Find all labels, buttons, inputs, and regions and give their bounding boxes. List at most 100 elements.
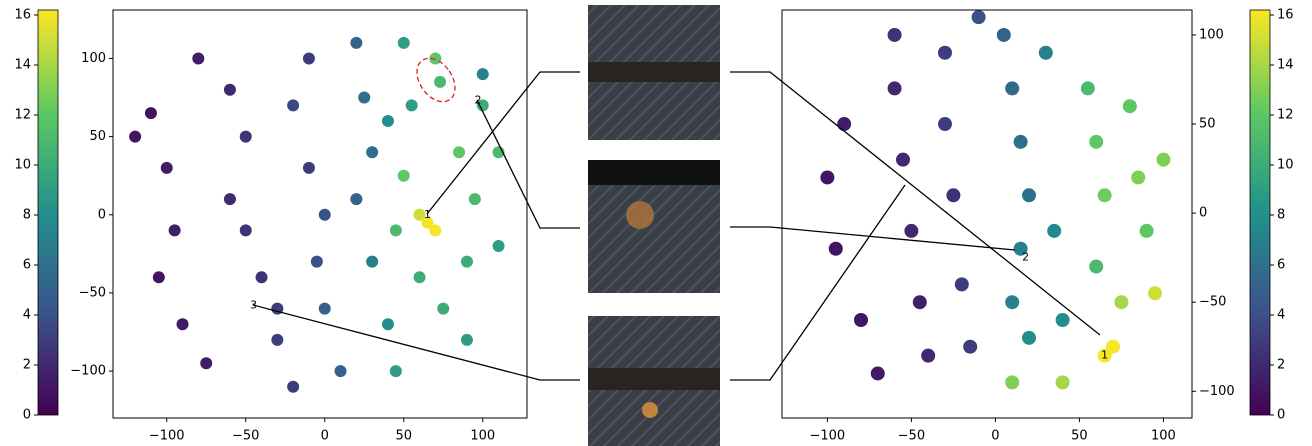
point [303,162,315,174]
scatter-points [129,37,504,393]
point [390,365,402,377]
point [256,271,268,283]
x-tick-label: 50 [395,429,412,444]
colorbar-tick-label: 12 [1277,108,1294,123]
point [350,37,362,49]
point [896,153,910,167]
point [1131,170,1145,184]
colorbar [38,10,58,415]
point [303,52,315,64]
thumbnail-wall [588,160,720,185]
point [1056,313,1070,327]
colorbar-tick-label: 6 [23,258,31,273]
x-tick-label: −50 [898,429,925,444]
colorbar-tick-label: 2 [1277,358,1285,373]
point [461,334,473,346]
x-tick-label: −50 [232,429,259,444]
point [955,277,969,291]
point [366,256,378,268]
colorbar-tick-label: 8 [23,208,31,223]
y-tick-label: −100 [1199,384,1235,399]
connector [427,72,580,214]
point [854,313,868,327]
point [1156,153,1170,167]
thumbnail-wall [588,368,720,390]
x-tick-label: −100 [810,429,846,444]
point [177,318,189,330]
point [192,52,204,64]
figure: −100−50050100−100−5005010012302468101214… [0,0,1312,446]
thumbnail-effect [642,402,658,418]
point [963,340,977,354]
point [311,256,323,268]
colorbar-tick-label: 16 [1277,8,1294,23]
colorbar-tick-label: 4 [1277,308,1285,323]
point-annotation: 1 [424,208,431,221]
point [429,224,441,236]
point [161,162,173,174]
colorbar-tick-label: 10 [14,158,31,173]
point [1056,375,1070,389]
connector [730,185,905,380]
point [287,99,299,111]
point [169,224,181,236]
point-annotation: 3 [250,298,257,311]
point [1089,260,1103,274]
connector [730,227,1015,250]
point [820,170,834,184]
point [287,381,299,393]
point [200,357,212,369]
x-tick-label: 0 [991,429,999,444]
colorbar-tick-label: 0 [1277,408,1285,423]
x-tick-label: −100 [149,429,185,444]
colorbar-tick-label: 6 [1277,258,1285,273]
colorbar-tick-label: 14 [14,58,31,73]
point [390,224,402,236]
point [382,318,394,330]
point [145,107,157,119]
point [382,115,394,127]
point [837,117,851,131]
point [398,37,410,49]
point [437,303,449,315]
point [319,303,331,315]
point [271,334,283,346]
point [240,224,252,236]
point [871,366,885,380]
point [1047,224,1061,238]
point [1089,135,1103,149]
point [366,146,378,158]
point [153,271,165,283]
point [224,193,236,205]
point [1148,286,1162,300]
point [406,99,418,111]
point [477,68,489,80]
y-tick-label: 100 [81,51,106,66]
colorbar-tick-label: 4 [23,308,31,323]
point [414,271,426,283]
point [913,295,927,309]
colorbar-tick-label: 10 [1277,158,1294,173]
point [972,10,986,24]
y-tick-label: −50 [79,285,106,300]
point [453,146,465,158]
point [335,365,347,377]
point [1022,188,1036,202]
colorbar-tick-label: 16 [14,8,31,23]
point [1005,295,1019,309]
x-tick-label: 100 [470,429,495,444]
point [904,224,918,238]
colorbar-tick-label: 12 [14,108,31,123]
point-annotation: 1 [1101,349,1108,362]
x-tick-label: 0 [321,429,329,444]
point [358,92,370,104]
connector [253,305,580,380]
point [1022,331,1036,345]
colorbar-tick-label: 0 [23,408,31,423]
connector [730,72,1100,335]
point [319,209,331,221]
colorbar-tick-label: 8 [1277,208,1285,223]
thumbnail-wall [588,62,720,82]
y-tick-label: 50 [89,129,106,144]
point [434,76,446,88]
